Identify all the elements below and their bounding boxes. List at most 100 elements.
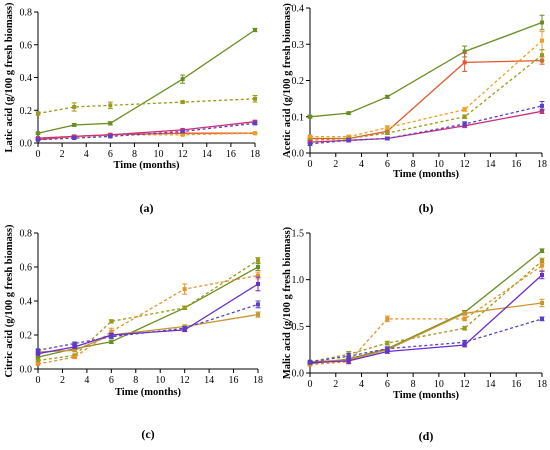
data-point — [346, 138, 351, 143]
data-point — [180, 77, 185, 82]
data-point — [256, 265, 260, 269]
x-tick-label: 16 — [229, 375, 239, 386]
x-tick-label: 0 — [308, 159, 313, 170]
x-tick-label: 10 — [155, 375, 165, 386]
data-point — [182, 326, 187, 331]
x-tick-label: 6 — [385, 379, 390, 390]
x-tick-label: 10 — [154, 149, 164, 160]
x-tick-label: 0 — [36, 149, 41, 160]
data-point — [385, 349, 390, 354]
y-tick-label: 0.4 — [20, 73, 33, 84]
series-6 — [35, 300, 261, 353]
series-line — [37, 121, 256, 139]
series-line — [309, 302, 543, 363]
data-point — [36, 351, 40, 356]
y-tick-label: 0.0 — [292, 369, 305, 380]
x-tick-label: 6 — [108, 149, 113, 160]
series-2 — [35, 257, 261, 363]
series-line — [37, 313, 259, 353]
y-tick-label: 1.5 — [292, 229, 305, 240]
x-tick-label: 2 — [333, 159, 338, 170]
panel-label: (b) — [419, 201, 434, 215]
data-point — [462, 122, 467, 126]
x-tick-label: 12 — [460, 379, 470, 390]
x-axis-title: Time (months) — [115, 387, 182, 398]
data-point — [346, 354, 351, 359]
data-point — [72, 355, 77, 360]
data-point — [108, 103, 113, 108]
x-tick-label: 0 — [36, 375, 41, 386]
data-point — [72, 341, 77, 346]
data-point — [462, 316, 467, 321]
data-point — [256, 273, 260, 278]
data-point — [385, 341, 390, 346]
data-point — [540, 20, 544, 25]
data-point — [36, 131, 40, 136]
y-tick-label: 0.6 — [20, 263, 33, 274]
data-point — [182, 287, 187, 292]
data-point — [308, 134, 312, 139]
data-point — [108, 121, 113, 126]
series-1 — [35, 263, 261, 360]
x-tick-label: 10 — [434, 159, 444, 170]
y-tick-label: 0.4 — [20, 297, 33, 308]
data-point — [540, 273, 544, 277]
data-point — [385, 316, 390, 321]
x-axis-title: Time (months) — [393, 390, 460, 401]
series-6 — [307, 101, 545, 146]
data-point — [462, 107, 467, 112]
data-point — [253, 96, 257, 101]
y-tick-label: 0.0 — [20, 139, 33, 150]
data-point — [385, 94, 390, 99]
chart-panel-1: 0.0 0.2 0.4 0.6 0.8 0 2 4 6 8 10 12 14 16 18 Time (mont… — [4, 2, 260, 215]
data-point — [540, 109, 544, 114]
x-tick-label: 8 — [411, 379, 416, 390]
data-point — [72, 348, 77, 353]
x-tick-label: 8 — [133, 375, 138, 386]
chart-panel-3: 0.0 0.2 0.4 0.6 0.8 0 2 4 6 8 10 12 14 16 18 Time (mont… — [4, 224, 263, 441]
data-point — [253, 131, 257, 136]
series-line — [37, 303, 259, 351]
x-tick-label: 14 — [202, 149, 212, 160]
data-point — [36, 358, 40, 363]
x-tick-label: 8 — [132, 149, 137, 160]
data-point — [540, 38, 544, 43]
data-point — [540, 53, 544, 58]
series-6 — [307, 316, 545, 364]
x-tick-label: 4 — [359, 159, 364, 170]
series-line — [310, 59, 543, 140]
data-point — [540, 248, 544, 253]
data-point — [182, 305, 187, 310]
data-point — [180, 132, 185, 137]
chart-panel-2: 0.0 0.1 0.2 0.3 0.4 0 2 4 6 8 10 12 14 16 18 Time (mont… — [282, 3, 547, 215]
series-4 — [307, 298, 545, 364]
data-point — [346, 111, 351, 116]
data-point — [109, 329, 114, 334]
y-tick-label: 0.6 — [20, 40, 33, 51]
x-tick-label: 18 — [537, 159, 547, 170]
data-point — [180, 100, 185, 105]
x-tick-label: 18 — [537, 379, 547, 390]
x-axis-title: Time (months) — [113, 160, 180, 171]
data-point — [180, 129, 185, 134]
data-point — [540, 263, 544, 268]
data-point — [346, 358, 351, 363]
x-tick-label: 2 — [333, 379, 338, 390]
x-tick-label: 14 — [204, 375, 214, 386]
series-5 — [307, 270, 545, 365]
data-point — [36, 361, 40, 366]
data-point — [36, 111, 40, 116]
data-point — [253, 28, 257, 33]
data-point — [109, 334, 114, 339]
data-point — [109, 319, 114, 324]
series-5 — [35, 276, 261, 356]
data-point — [72, 136, 77, 141]
data-point — [256, 282, 260, 286]
y-tick-label: 0.1 — [292, 112, 305, 123]
data-point — [462, 340, 467, 345]
data-point — [385, 131, 390, 136]
data-point — [385, 346, 390, 351]
series-2 — [35, 95, 258, 116]
data-point — [462, 343, 467, 347]
